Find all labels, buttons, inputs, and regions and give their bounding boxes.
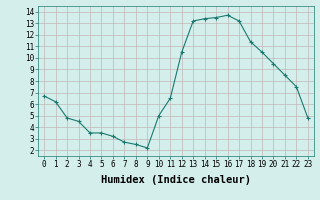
X-axis label: Humidex (Indice chaleur): Humidex (Indice chaleur) [101, 175, 251, 185]
